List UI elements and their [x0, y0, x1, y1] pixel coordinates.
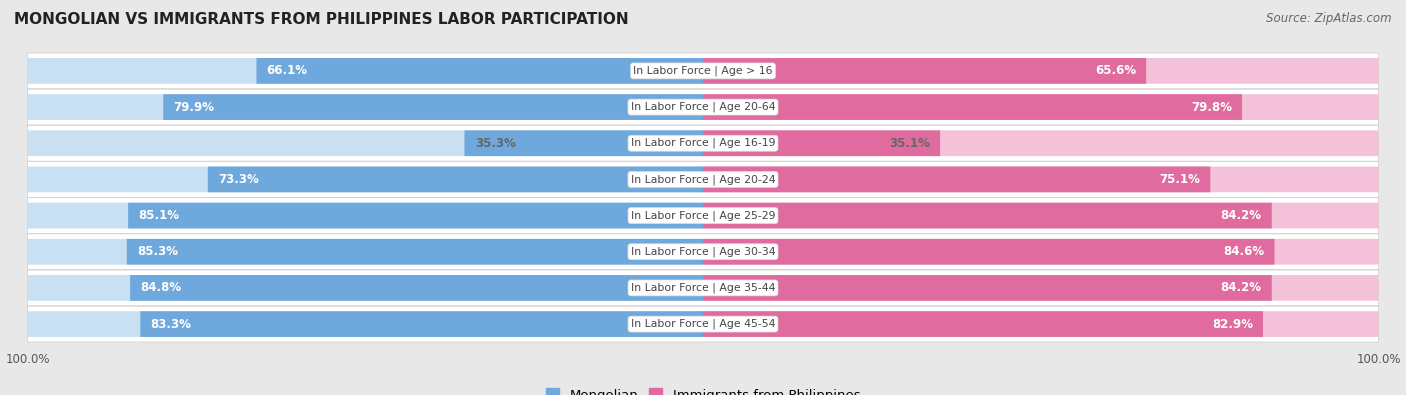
FancyBboxPatch shape [703, 130, 941, 156]
Text: 83.3%: 83.3% [150, 318, 191, 331]
FancyBboxPatch shape [28, 306, 1378, 342]
FancyBboxPatch shape [128, 203, 703, 228]
FancyBboxPatch shape [28, 234, 1378, 270]
FancyBboxPatch shape [703, 311, 1378, 337]
FancyBboxPatch shape [131, 275, 703, 301]
Text: In Labor Force | Age 45-54: In Labor Force | Age 45-54 [631, 319, 775, 329]
FancyBboxPatch shape [256, 58, 703, 84]
Text: MONGOLIAN VS IMMIGRANTS FROM PHILIPPINES LABOR PARTICIPATION: MONGOLIAN VS IMMIGRANTS FROM PHILIPPINES… [14, 12, 628, 27]
Text: 85.1%: 85.1% [138, 209, 180, 222]
FancyBboxPatch shape [28, 162, 1378, 198]
FancyBboxPatch shape [703, 94, 1378, 120]
FancyBboxPatch shape [28, 53, 1378, 89]
FancyBboxPatch shape [703, 203, 1272, 228]
Text: 73.3%: 73.3% [218, 173, 259, 186]
FancyBboxPatch shape [28, 275, 703, 301]
FancyBboxPatch shape [28, 167, 703, 192]
Text: Source: ZipAtlas.com: Source: ZipAtlas.com [1267, 12, 1392, 25]
FancyBboxPatch shape [208, 167, 703, 192]
Text: 65.6%: 65.6% [1095, 64, 1136, 77]
FancyBboxPatch shape [703, 239, 1378, 265]
FancyBboxPatch shape [127, 239, 703, 265]
FancyBboxPatch shape [703, 311, 1263, 337]
FancyBboxPatch shape [703, 203, 1378, 228]
FancyBboxPatch shape [141, 311, 703, 337]
Text: In Labor Force | Age 35-44: In Labor Force | Age 35-44 [631, 283, 775, 293]
FancyBboxPatch shape [28, 130, 703, 156]
Legend: Mongolian, Immigrants from Philippines: Mongolian, Immigrants from Philippines [540, 383, 866, 395]
FancyBboxPatch shape [28, 125, 1378, 161]
FancyBboxPatch shape [28, 89, 1378, 125]
FancyBboxPatch shape [703, 94, 1241, 120]
Text: 66.1%: 66.1% [267, 64, 308, 77]
FancyBboxPatch shape [28, 203, 703, 228]
FancyBboxPatch shape [703, 58, 1146, 84]
Text: 85.3%: 85.3% [136, 245, 179, 258]
Text: 82.9%: 82.9% [1212, 318, 1253, 331]
FancyBboxPatch shape [28, 58, 703, 84]
FancyBboxPatch shape [28, 311, 703, 337]
FancyBboxPatch shape [28, 198, 1378, 233]
Text: In Labor Force | Age 16-19: In Labor Force | Age 16-19 [631, 138, 775, 149]
FancyBboxPatch shape [703, 130, 1378, 156]
Text: 75.1%: 75.1% [1159, 173, 1201, 186]
FancyBboxPatch shape [163, 94, 703, 120]
Text: In Labor Force | Age 30-34: In Labor Force | Age 30-34 [631, 246, 775, 257]
FancyBboxPatch shape [703, 275, 1272, 301]
Text: In Labor Force | Age 20-24: In Labor Force | Age 20-24 [631, 174, 775, 185]
FancyBboxPatch shape [464, 130, 703, 156]
FancyBboxPatch shape [28, 94, 703, 120]
FancyBboxPatch shape [703, 275, 1378, 301]
FancyBboxPatch shape [28, 239, 703, 265]
FancyBboxPatch shape [703, 167, 1211, 192]
FancyBboxPatch shape [703, 167, 1378, 192]
Text: 84.6%: 84.6% [1223, 245, 1264, 258]
FancyBboxPatch shape [28, 270, 1378, 306]
Text: 79.8%: 79.8% [1191, 101, 1232, 114]
Text: 35.1%: 35.1% [889, 137, 929, 150]
Text: 35.3%: 35.3% [475, 137, 516, 150]
FancyBboxPatch shape [703, 58, 1378, 84]
Text: 84.2%: 84.2% [1220, 209, 1261, 222]
Text: In Labor Force | Age 25-29: In Labor Force | Age 25-29 [631, 210, 775, 221]
Text: In Labor Force | Age 20-64: In Labor Force | Age 20-64 [631, 102, 775, 112]
Text: In Labor Force | Age > 16: In Labor Force | Age > 16 [633, 66, 773, 76]
Text: 84.2%: 84.2% [1220, 281, 1261, 294]
Text: 84.8%: 84.8% [141, 281, 181, 294]
FancyBboxPatch shape [703, 239, 1274, 265]
Text: 79.9%: 79.9% [173, 101, 215, 114]
